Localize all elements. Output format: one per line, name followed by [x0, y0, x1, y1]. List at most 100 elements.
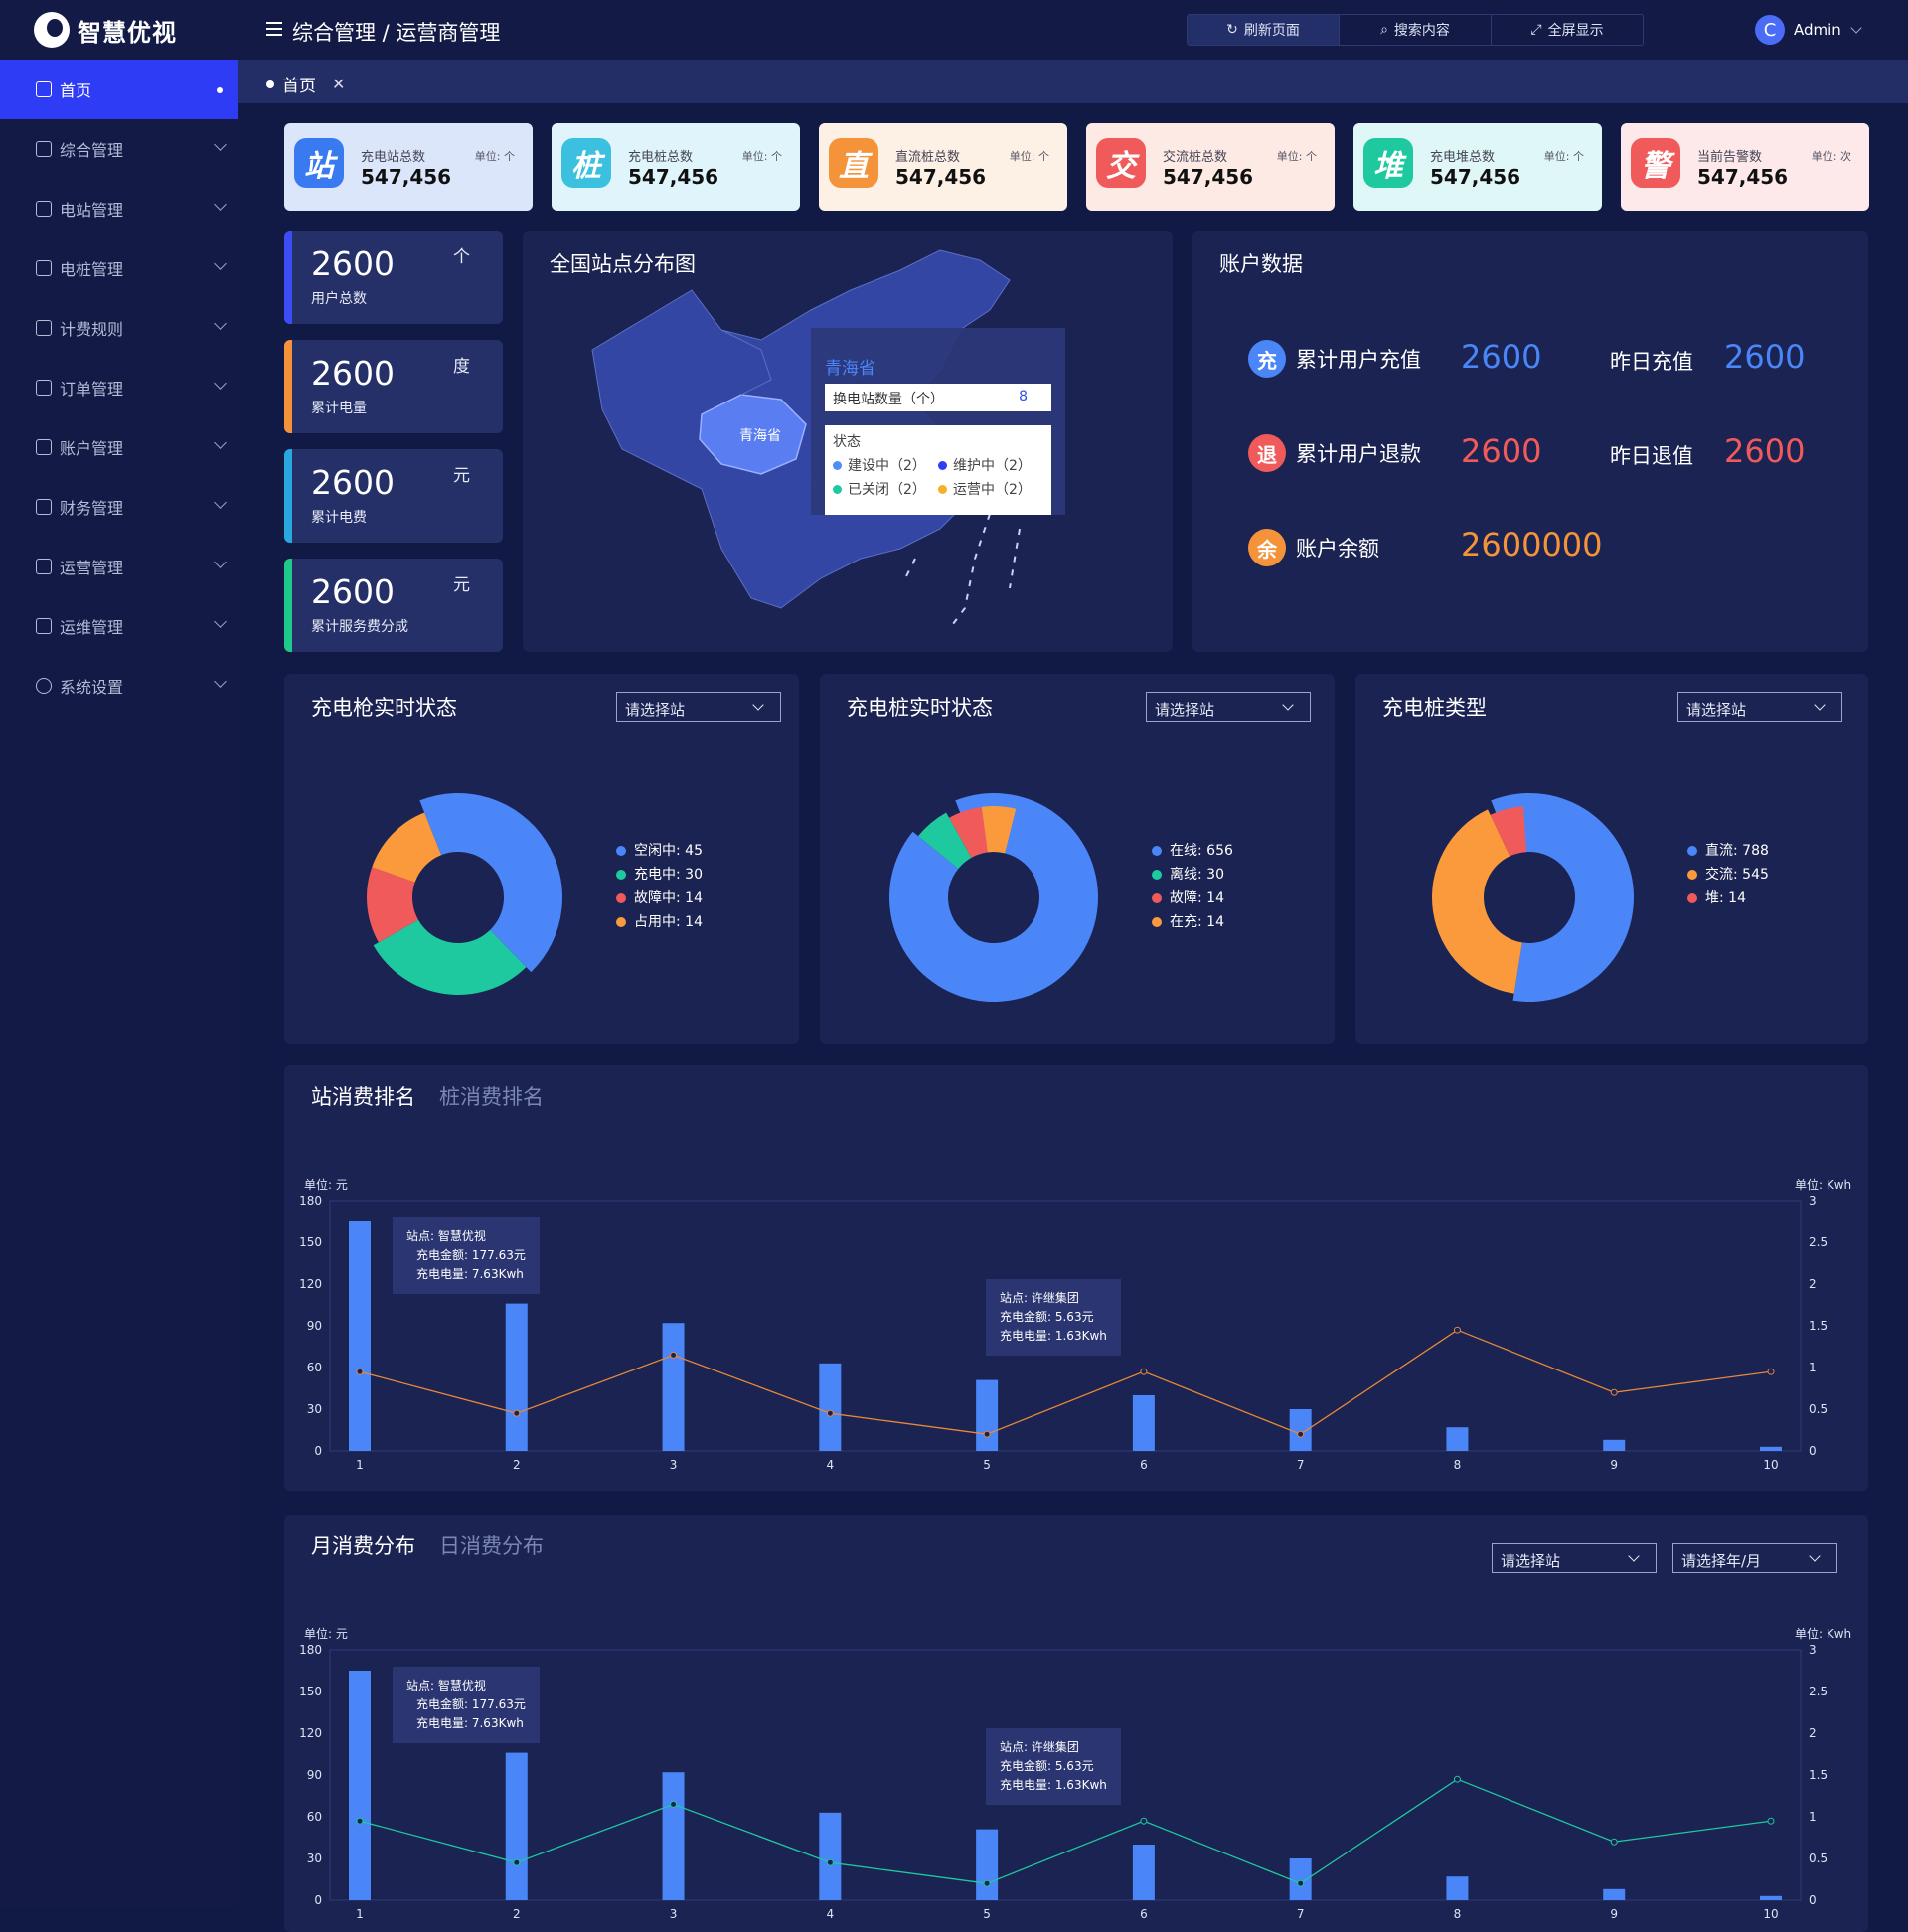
- account-value: 2600: [1724, 338, 1806, 376]
- y-tick-label: 180: [299, 1194, 322, 1208]
- rules-icon: [36, 320, 52, 336]
- month-select[interactable]: 请选择年/月: [1672, 1543, 1837, 1573]
- stat-card[interactable]: 堆 充电堆总数 单位: 个 547,456: [1353, 123, 1602, 211]
- line-point: [1140, 1817, 1148, 1825]
- rank-chart[interactable]: 单位: 元 单位: Kwh 0 30 60 90 120 150 180 0 0.5 1 1.5 2 2.5…: [284, 1065, 1868, 1491]
- stat-icon: 站: [294, 138, 344, 188]
- status-item: 运营中（2）: [938, 479, 1043, 499]
- logo-text: 智慧优视: [78, 18, 177, 47]
- x-tick-label: 8: [1454, 1907, 1462, 1921]
- station-select[interactable]: 请选择站: [1146, 692, 1311, 722]
- map-tooltip-count-row: 换电站数量（个） 8: [825, 384, 1051, 411]
- tag-bar: 首页 ✕: [238, 60, 1908, 103]
- tab-daily[interactable]: 日消费分布: [439, 1534, 544, 1558]
- stat-card[interactable]: 警 当前告警数 单位: 次 547,456: [1621, 123, 1869, 211]
- sidebar-item-settings[interactable]: 系统设置: [0, 656, 238, 716]
- tab-label: 首页: [282, 77, 316, 96]
- line-point: [1297, 1430, 1305, 1438]
- x-tick-label: 9: [1610, 1458, 1618, 1472]
- sidebar-item-operation[interactable]: 运营管理: [0, 537, 238, 596]
- sidebar-item-maintenance[interactable]: 运维管理: [0, 596, 238, 656]
- sidebar-item-home[interactable]: 首页: [0, 60, 238, 119]
- station-select[interactable]: 请选择站: [1492, 1543, 1657, 1573]
- account-panel: 账户数据 充累计用户充值 2600 昨日充值 2600 退累计用户退款 2600…: [1192, 231, 1868, 652]
- unit-left: 单位: 元: [304, 1177, 348, 1192]
- sidebar-item-pile[interactable]: 电桩管理: [0, 239, 238, 298]
- stat-label: 交流桩总数: [1163, 150, 1228, 165]
- monthly-chart[interactable]: 单位: 元 单位: Kwh 0 30 60 90 120 150 180 0 0.5 1 1.5 2 2.5…: [284, 1515, 1868, 1932]
- account-row-refund: 退累计用户退款: [1248, 434, 1421, 472]
- accent-bar: [284, 449, 292, 543]
- pie-slice[interactable]: [1490, 806, 1526, 857]
- avatar[interactable]: C: [1755, 15, 1785, 45]
- pie-slice[interactable]: [373, 919, 527, 995]
- stat-card[interactable]: 交 交流桩总数 单位: 个 547,456: [1086, 123, 1335, 211]
- refresh-button[interactable]: ↻ 刷新页面: [1188, 15, 1340, 45]
- y-tick-label: 60: [307, 1361, 322, 1374]
- station-select[interactable]: 请选择站: [1677, 692, 1842, 722]
- pie-slice[interactable]: [981, 806, 1017, 854]
- search-button[interactable]: ⌕ 搜索内容: [1340, 15, 1492, 45]
- stat-card[interactable]: 站 充电站总数 单位: 个 547,456: [284, 123, 533, 211]
- tab-monthly[interactable]: 月消费分布: [311, 1534, 415, 1558]
- x-tick-label: 7: [1297, 1907, 1305, 1921]
- y-tick-label: 90: [307, 1319, 322, 1333]
- y-tick-label: 180: [299, 1643, 322, 1657]
- bar: [1446, 1876, 1469, 1900]
- sidebar-item-finance[interactable]: 财务管理: [0, 477, 238, 537]
- pie-chart[interactable]: [339, 778, 577, 1017]
- pie-chart[interactable]: [1410, 778, 1649, 1017]
- pie-slice[interactable]: [1432, 809, 1522, 994]
- sidebar-item-label: 订单管理: [60, 380, 124, 399]
- bar: [1289, 1409, 1312, 1451]
- pie-slice[interactable]: [1491, 793, 1634, 1002]
- summary-label: 累计电量: [311, 401, 367, 416]
- stat-card[interactable]: 直 直流桩总数 单位: 个 547,456: [819, 123, 1067, 211]
- y-tick-label: 150: [299, 1235, 322, 1249]
- tab-home[interactable]: 首页 ✕: [266, 72, 345, 96]
- breadcrumb: 综合管理 / 运营商管理: [292, 21, 501, 45]
- pie-slice[interactable]: [367, 867, 418, 943]
- pie-slice[interactable]: [419, 793, 562, 973]
- map-region-qinghai[interactable]: [699, 394, 807, 475]
- y-tick-label: 120: [299, 1277, 322, 1291]
- close-icon[interactable]: ✕: [332, 75, 346, 93]
- user-name[interactable]: Admin: [1794, 21, 1841, 39]
- menu-toggle-icon[interactable]: [266, 22, 282, 36]
- pie-slice[interactable]: [949, 806, 988, 858]
- pie-slice[interactable]: [372, 812, 442, 883]
- summary-value: 2600: [311, 572, 395, 611]
- legend-item: 故障: 14: [1152, 886, 1233, 910]
- sidebar-menu: 首页 综合管理 电站管理 电桩管理 计费规则 订单管理 账户管理 财务管理 运营…: [0, 60, 238, 716]
- stat-value: 547,456: [1163, 165, 1254, 189]
- legend-swatch: [1687, 870, 1697, 880]
- pie-slice[interactable]: [889, 793, 1098, 1002]
- sidebar-item-billing[interactable]: 计费规则: [0, 298, 238, 358]
- stat-value: 547,456: [628, 165, 719, 189]
- x-tick-label: 2: [513, 1907, 521, 1921]
- rank-panel: 站消费排名 桩消费排名 单位: 元单位: Kwh 0 30 60 90 120 150 180 0…: [284, 1065, 1868, 1491]
- chevron-down-icon[interactable]: [1850, 22, 1862, 34]
- line-point: [1767, 1368, 1775, 1375]
- y-tick-label-right: 1.5: [1809, 1768, 1828, 1782]
- account-title: 账户数据: [1219, 252, 1303, 276]
- tab-pile-rank[interactable]: 桩消费排名: [439, 1085, 544, 1109]
- station-select[interactable]: 请选择站: [616, 692, 781, 722]
- sidebar-item-label: 运维管理: [60, 618, 124, 637]
- stat-label: 当前告警数: [1697, 150, 1763, 165]
- y-tick-label-right: 2: [1809, 1277, 1817, 1291]
- tab-station-rank[interactable]: 站消费排名: [311, 1085, 415, 1109]
- stat-card[interactable]: 桩 充电桩总数 单位: 个 547,456: [552, 123, 800, 211]
- legend-swatch: [1687, 893, 1697, 903]
- stat-value: 547,456: [361, 165, 452, 189]
- y-tick-label-right: 3: [1809, 1194, 1817, 1208]
- pie-chart[interactable]: [874, 778, 1113, 1017]
- sidebar-item-station[interactable]: 电站管理: [0, 179, 238, 239]
- y-tick-label-right: 1: [1809, 1810, 1817, 1824]
- sidebar-item-orders[interactable]: 订单管理: [0, 358, 238, 417]
- fullscreen-label: 全屏显示: [1547, 23, 1604, 39]
- sidebar-item-account[interactable]: 账户管理: [0, 417, 238, 477]
- sidebar-item-general[interactable]: 综合管理: [0, 119, 238, 179]
- pie-slice[interactable]: [918, 812, 972, 869]
- fullscreen-button[interactable]: ⤢ 全屏显示: [1492, 15, 1643, 45]
